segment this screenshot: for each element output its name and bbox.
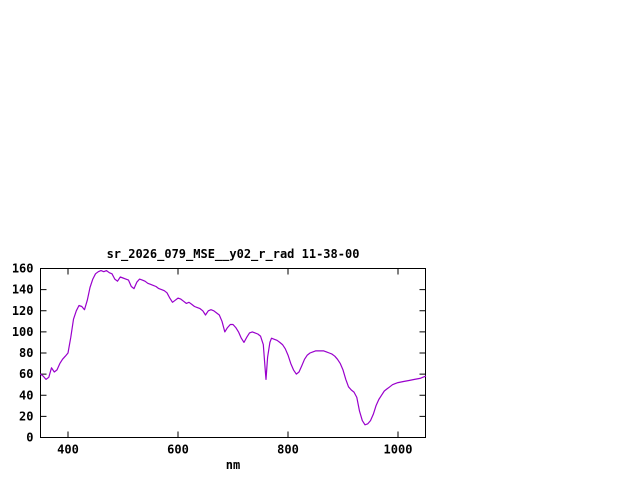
x-tick-label: 800	[277, 443, 299, 457]
y-tick-label: 20	[19, 409, 33, 423]
data-line	[39, 270, 427, 426]
y-tick-label: 120	[12, 304, 34, 318]
plot-frame	[40, 268, 426, 438]
y-tick-label: 60	[19, 367, 33, 381]
y-tick-label: 160	[12, 262, 34, 276]
y-tick-label: 80	[19, 346, 33, 360]
x-axis-label: nm	[225, 458, 241, 472]
chart-title: sr_2026_079_MSE__y02_r_rad 11-38-00	[106, 247, 360, 261]
y-tick-label: 100	[12, 325, 34, 339]
x-tick-label: 400	[57, 443, 79, 457]
y-tick-label: 40	[19, 388, 33, 402]
x-tick-label: 1000	[384, 443, 413, 457]
y-tick-label: 140	[12, 283, 34, 297]
y-tick-label: 0	[26, 431, 33, 445]
x-tick-label: 600	[167, 443, 189, 457]
